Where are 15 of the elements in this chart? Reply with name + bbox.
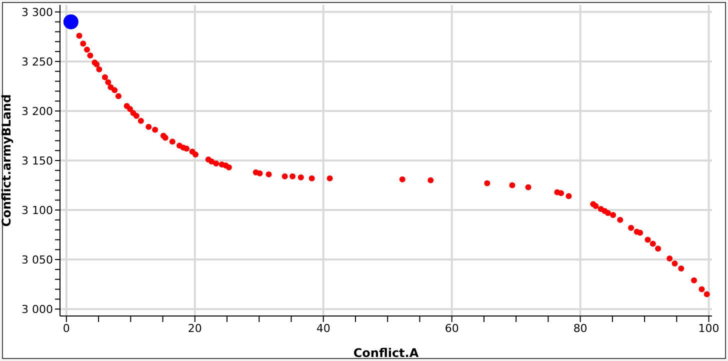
y-axis-title: Conflict.armyBLand [0,94,14,227]
y-tick-label: 3 200 [22,104,53,118]
y-tick-label: 3 050 [22,253,53,266]
y-tick-label: 3 000 [22,302,53,316]
y-tick-label: 3 250 [22,55,53,68]
x-axis-title: Conflict.A [353,346,420,360]
x-tick-label: 20 [188,322,202,335]
x-tick-label: 100 [698,322,720,335]
x-tick-label: 0 [62,322,70,335]
y-tick-label: 3 100 [22,204,53,217]
x-tick-label: 60 [444,322,459,335]
y-tick-label: 3 150 [22,154,53,168]
y-tick-label: 3 300 [22,6,53,19]
x-tick-label: 80 [573,322,588,335]
x-tick-label: 40 [316,322,330,335]
